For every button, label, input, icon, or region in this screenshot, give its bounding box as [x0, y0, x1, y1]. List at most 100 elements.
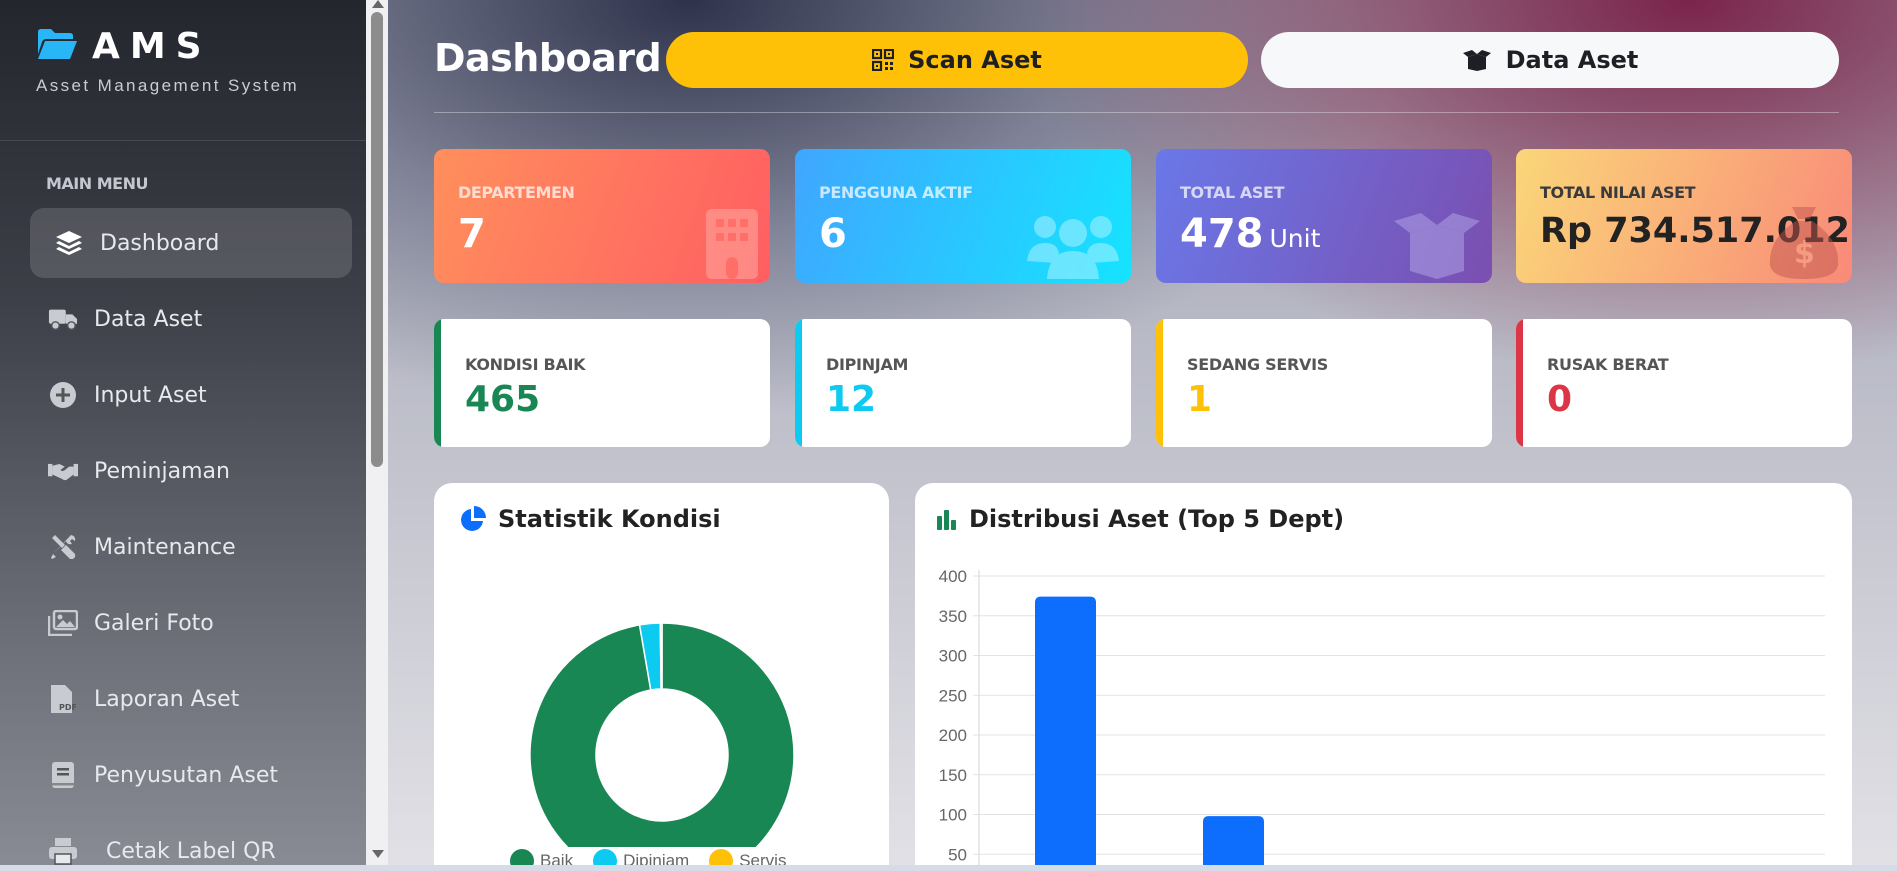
stat-label: TOTAL NILAI ASET [1540, 183, 1696, 202]
scroll-down-arrow-icon[interactable] [372, 850, 384, 858]
panel-title: Distribusi Aset (Top 5 Dept) [937, 505, 1344, 533]
bar-chart: 50 100 150 200 250 300 350 400 [939, 567, 1825, 871]
sidebar-item-input-aset[interactable]: Input Aset [30, 360, 352, 430]
images-icon [48, 608, 78, 638]
sidebar-item-label: Laporan Aset [94, 686, 240, 712]
money-bag-icon: $ [1766, 205, 1842, 283]
y-tick-label: 50 [948, 845, 967, 864]
condition-value: 465 [465, 379, 541, 420]
sidebar-item-label: Peminjaman [94, 458, 230, 484]
donut-slice-servis[interactable] [659, 622, 663, 690]
folder-open-icon [36, 28, 78, 64]
bar-2[interactable] [1203, 816, 1264, 871]
total-aset-number: 478 [1180, 211, 1264, 257]
accent-bar [434, 319, 441, 447]
sidebar-item-laporan-aset[interactable]: PDF Laporan Aset [30, 664, 352, 734]
plus-circle-icon [48, 380, 78, 410]
header-divider [434, 112, 1839, 113]
y-tick-label: 400 [939, 567, 967, 586]
sidebar-scrollbar[interactable] [366, 0, 388, 871]
layers-icon [54, 228, 84, 258]
condition-card-rusak-berat: RUSAK BERAT 0 [1516, 319, 1852, 447]
panel-title-text: Statistik Kondisi [498, 505, 721, 533]
panel-statistik-kondisi: Statistik Kondisi Baik Dipinjam Servis [434, 483, 889, 871]
stat-value: 7 [458, 211, 486, 257]
accent-bar [1156, 319, 1163, 447]
condition-value: 12 [826, 379, 877, 420]
data-aset-label: Data Aset [1505, 46, 1639, 74]
menu-section-label: MAIN MENU [46, 174, 148, 193]
box-open-icon [1392, 209, 1482, 283]
condition-card-sedang-servis: SEDANG SERVIS 1 [1156, 319, 1492, 447]
sidebar-item-label: Dashboard [100, 230, 220, 256]
y-tick-label: 200 [939, 726, 967, 745]
y-tick-label: 100 [939, 806, 967, 825]
total-aset-unit: Unit [1269, 224, 1321, 253]
scan-aset-label: Scan Aset [908, 46, 1042, 74]
stat-label: TOTAL ASET [1180, 183, 1285, 202]
svg-text:PDF: PDF [59, 703, 76, 712]
scroll-up-arrow-icon[interactable] [372, 0, 384, 8]
condition-card-dipinjam: DIPINJAM 12 [795, 319, 1131, 447]
brand-name: AMS [92, 25, 212, 67]
page-title: Dashboard [434, 36, 662, 80]
panel-title: Statistik Kondisi [460, 505, 721, 533]
sidebar-item-label: Data Aset [94, 306, 203, 332]
sidebar-item-cetak-label-qr[interactable]: Cetak Label QR [30, 816, 352, 871]
box-open-icon [1462, 49, 1492, 71]
main-menu: Dashboard Data Aset Input A [30, 208, 352, 871]
main-content: Dashboard Scan Aset [388, 0, 1897, 871]
stat-label: PENGGUNA AKTIF [819, 183, 973, 202]
sidebar-item-data-aset[interactable]: Data Aset [30, 284, 352, 354]
book-icon [48, 760, 78, 790]
scroll-thumb[interactable] [371, 12, 383, 467]
y-tick-label: 300 [939, 647, 967, 666]
condition-label: KONDISI BAIK [465, 355, 586, 374]
sidebar-item-galeri-foto[interactable]: Galeri Foto [30, 588, 352, 658]
stat-card-pengguna-aktif: PENGGUNA AKTIF 6 [795, 149, 1131, 283]
sidebar-item-penyusutan-aset[interactable]: Penyusutan Aset [30, 740, 352, 810]
tools-icon [48, 532, 78, 562]
stat-value: 6 [819, 211, 847, 257]
donut-chart [529, 622, 795, 847]
qrcode-icon [872, 49, 895, 71]
condition-label: SEDANG SERVIS [1187, 355, 1328, 374]
condition-label: RUSAK BERAT [1547, 355, 1669, 374]
sidebar-item-maintenance[interactable]: Maintenance [30, 512, 352, 582]
sidebar-item-label: Maintenance [94, 534, 236, 560]
scan-aset-button[interactable]: Scan Aset [666, 32, 1248, 88]
y-tick-label: 350 [939, 607, 967, 626]
sidebar-item-label: Input Aset [94, 382, 207, 408]
sidebar-item-label: Galeri Foto [94, 610, 214, 636]
handshake-icon [48, 456, 78, 486]
stat-card-total-aset: TOTAL ASET 478 Unit [1156, 149, 1492, 283]
sidebar-item-label: Penyusutan Aset [94, 762, 279, 788]
sidebar-item-dashboard[interactable]: Dashboard [30, 208, 352, 278]
panel-title-text: Distribusi Aset (Top 5 Dept) [969, 505, 1345, 533]
condition-value: 0 [1547, 379, 1573, 420]
sidebar-divider [0, 140, 366, 141]
truck-icon [48, 304, 78, 334]
window-bottom-edge [0, 865, 1897, 871]
pdf-file-icon: PDF [48, 684, 78, 714]
donut-slice-baik[interactable] [529, 622, 795, 847]
stat-value: 478 Unit [1180, 211, 1320, 257]
condition-value: 1 [1187, 379, 1213, 420]
users-icon [1025, 205, 1121, 283]
bar-chart-icon [937, 508, 957, 530]
y-tick-label: 250 [939, 686, 967, 705]
accent-bar [1516, 319, 1523, 447]
printer-icon [48, 836, 78, 866]
data-aset-button[interactable]: Data Aset [1261, 32, 1839, 88]
y-tick-label: 150 [939, 766, 967, 785]
condition-card-baik: KONDISI BAIK 465 [434, 319, 770, 447]
condition-label: DIPINJAM [826, 355, 909, 374]
brand[interactable]: AMS Asset Management System [36, 26, 299, 96]
sidebar-item-label: Cetak Label QR [106, 838, 276, 864]
accent-bar [795, 319, 802, 447]
panel-distribusi-aset: Distribusi Aset (Top 5 Dept) 50 100 150 200… [915, 483, 1852, 871]
sidebar-item-peminjaman[interactable]: Peminjaman [30, 436, 352, 506]
bar-1[interactable] [1035, 596, 1096, 871]
svg-text:$: $ [1794, 236, 1815, 271]
sidebar: AMS Asset Management System MAIN MENU Da… [0, 0, 366, 871]
